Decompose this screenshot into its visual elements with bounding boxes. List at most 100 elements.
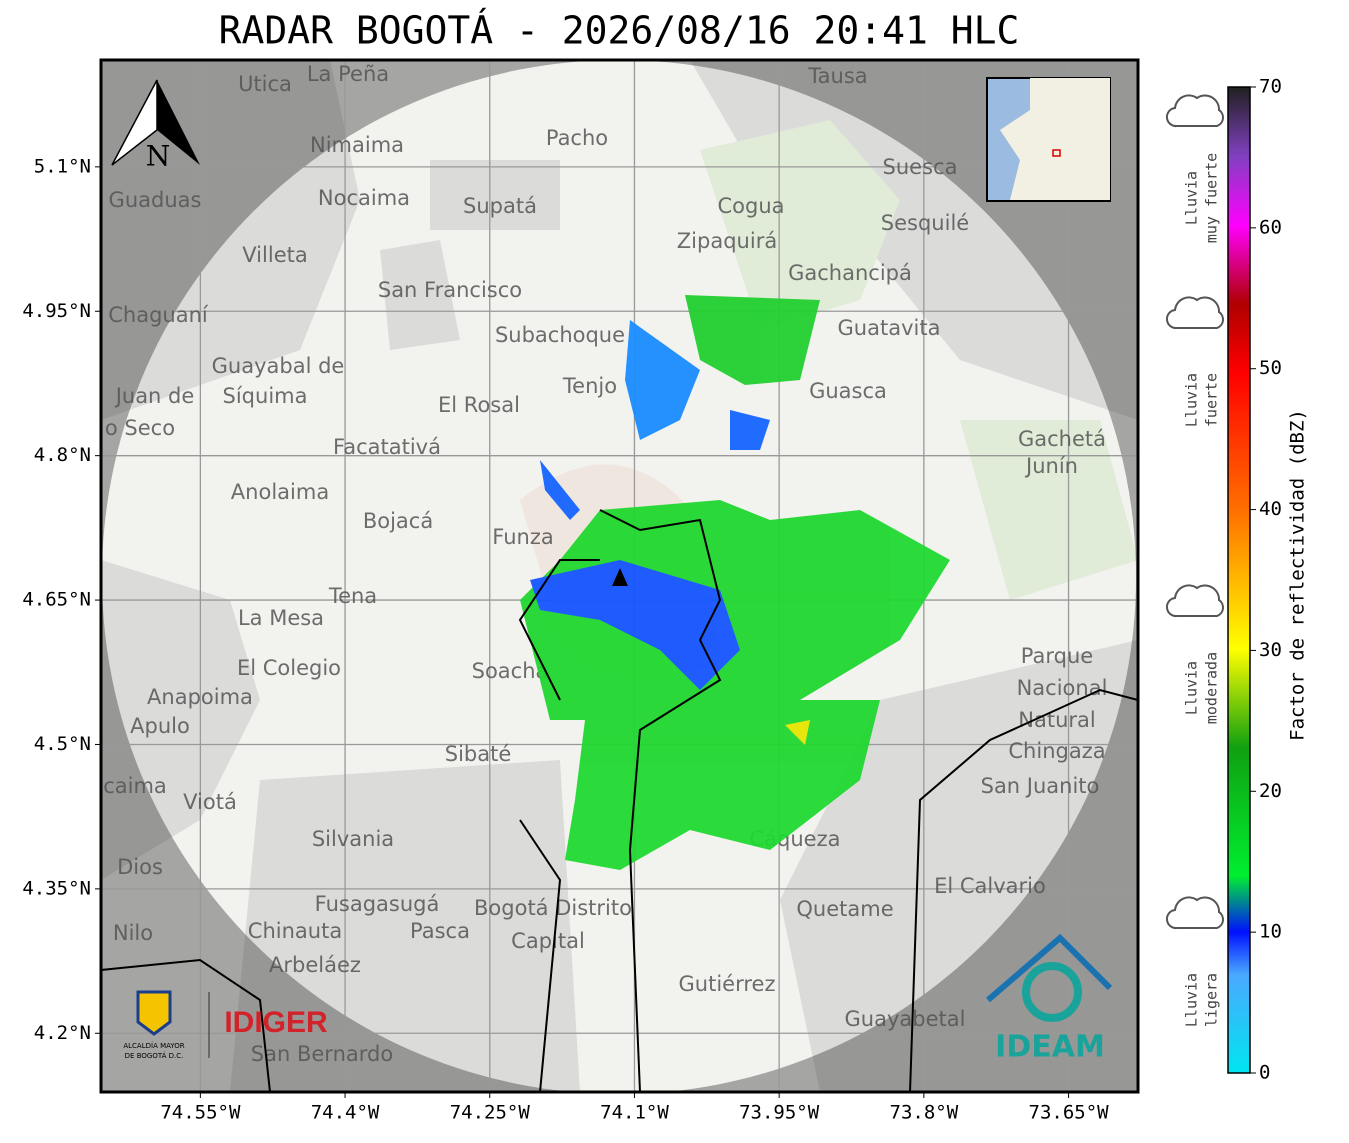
place-name: Fusagasugá [315,892,440,916]
place-name: Subachoque [495,323,625,347]
weather-icon [1166,296,1224,330]
place-name: La Peña [307,62,389,86]
y-tick-label: 4.35°N [22,877,91,899]
y-tick-label: 4.95°N [22,300,91,322]
rain-category: Lluvia [1183,171,1201,225]
place-name: Suesca [883,155,958,179]
echo [540,410,770,520]
place-name: Anolaima [231,480,329,504]
place-name: Gachetá [1018,427,1106,451]
north-label: N [146,140,171,173]
place-name: Pacho [546,126,608,150]
inset-map [986,77,1111,202]
place-name: Utica [238,72,292,96]
logo-text: ALCALDÍA MAYOR [123,1041,184,1050]
place-name: Parque [1021,644,1093,668]
echo [625,320,700,440]
colorbar-tick-label: 60 [1259,216,1282,238]
place-name: Guayabetal [845,1007,966,1031]
alcaldia-logo: ALCALDÍA MAYOR DE BOGOTÁ D.C. IDIGER [123,990,328,1060]
place-name: Apulo [130,714,190,738]
y-tick-label: 4.8°N [34,444,91,466]
colorbar-tick-label: 30 [1259,639,1282,661]
rain-category: muy fuerte [1203,153,1221,243]
place-name: Chaguaní [108,303,209,327]
weather-icon [1166,94,1224,128]
place-name: Nacional [1017,676,1108,700]
x-tick-label: 74.55°W [160,1102,241,1124]
place-name: Villeta [242,243,307,267]
ideam-text: IDEAM [995,1030,1105,1065]
place-name: Facatativá [333,435,441,459]
place-name: Guasca [809,379,887,403]
place-name: Guatavita [838,316,941,340]
x-tick-label: 73.8°W [890,1102,959,1124]
x-tick-label: 74.1°W [600,1102,669,1124]
place-name: Bojacá [363,509,433,533]
place-name: Soacha [472,659,549,683]
y-tick-label: 4.2°N [34,1022,91,1044]
colorbar-tick-label: 20 [1259,780,1282,802]
place-name: Nocaima [318,186,410,210]
place-name: Tausa [807,64,867,88]
rain-category: ligera [1203,973,1221,1027]
place-name: San Francisco [378,278,522,302]
place-name: Tena [328,584,377,608]
logo-text: DE BOGOTÁ D.C. [125,1051,184,1060]
place-name: Dios [117,855,163,879]
place-name: Gachancipá [788,261,912,285]
idiger-logo: IDIGER [224,1006,328,1039]
place-name: Supatá [463,194,537,218]
place-name: La Mesa [238,606,324,630]
y-tick-label: 5.1°N [34,155,91,177]
y-tick-label: 4.5°N [34,733,91,755]
place-name: Chingaza [1008,739,1105,763]
place-name: caima [103,774,167,798]
place-name: San Bernardo [251,1042,393,1066]
map-frame [99,58,1140,1094]
colorbar-label: Factor de reflectividad (dBZ) [1287,409,1309,741]
map: La Peña Utica Tausa Pacho Nimaima Suesca Guadu… [101,60,1138,1092]
place-name: El Calvario [934,874,1046,898]
place-name: Anapoima [147,685,253,709]
place-name: Zipaquirá [677,229,777,253]
place-name: Tenjo [562,374,617,398]
y-tick-label: 4.65°N [22,589,91,611]
place-name: Nilo [113,921,153,945]
radar-echoes [520,295,950,870]
x-tick-label: 73.95°W [739,1102,820,1124]
echo [530,560,740,690]
north-arrow: N [111,79,200,173]
echo [785,720,810,745]
place-name: El Rosal [438,393,520,417]
echo [685,295,820,385]
place-name: Cogua [717,194,784,218]
rain-category: fuerte [1203,373,1221,427]
place-name: Guayabal de [212,354,345,378]
place-name: Síquima [223,384,308,408]
place-name: Sibaté [445,742,512,766]
boundaries [101,509,1138,1092]
x-tick-label: 74.4°W [311,1102,380,1124]
rain-category: Lluvia [1183,373,1201,427]
x-tick-label: 73.65°W [1029,1102,1110,1124]
place-name: Viotá [183,790,237,814]
radar-site [612,568,628,586]
place-name: Chinauta [248,919,342,943]
colorbar [1227,86,1251,1074]
x-tick-label: 74.25°W [450,1102,531,1124]
colorbar-tick-label: 70 [1259,76,1282,98]
colorbar-tick-label: 10 [1259,921,1282,943]
place-name: Capital [511,929,585,953]
place-name: Arbeláez [269,953,361,977]
rain-category: moderada [1203,652,1221,724]
ideam-logo: IDEAM [986,933,1113,1065]
place-name: Quetame [796,897,893,921]
place-name: San Juanito [981,774,1100,798]
place-name: Bogotá Distrito [474,896,632,920]
title: RADAR BOGOTÁ - 2026/08/16 20:41 HLC [219,9,1020,53]
place-name: El Colegio [237,656,341,680]
colorbar-tick-label: 50 [1259,357,1282,379]
place-name: Funza [492,525,553,549]
